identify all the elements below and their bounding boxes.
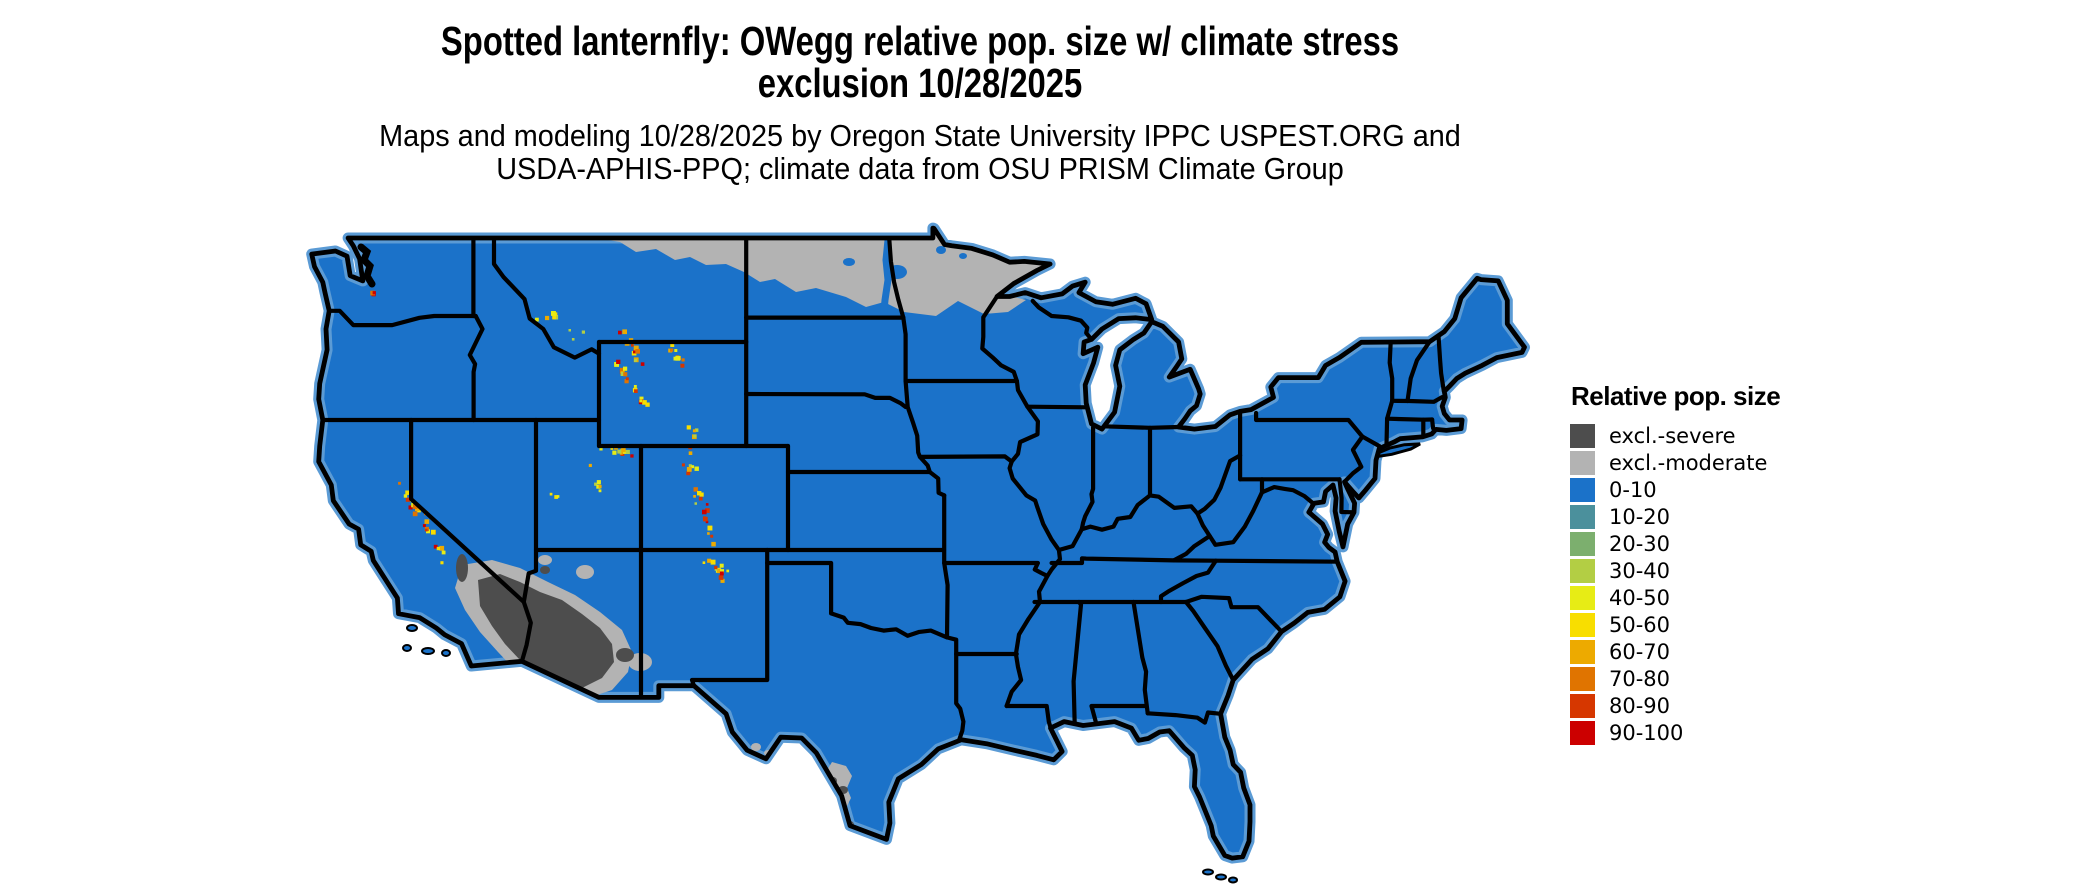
legend-item: 70-80 <box>1570 667 1870 691</box>
legend-swatch <box>1570 424 1595 448</box>
figure-title: Spotted lanternfly: OWegg relative pop. … <box>184 20 1656 104</box>
legend-item: 60-70 <box>1570 640 1870 664</box>
legend-rows: excl.-severe excl.-moderate 0-10 10-20 20-30… <box>1570 424 1870 745</box>
legend-label: 90-100 <box>1609 721 1684 745</box>
legend-item: 50-60 <box>1570 613 1870 637</box>
legend-item: excl.-moderate <box>1570 451 1870 475</box>
legend-label: 80-90 <box>1609 694 1671 718</box>
legend-item: 10-20 <box>1570 505 1870 529</box>
legend-label: 70-80 <box>1609 667 1671 691</box>
legend-title: Relative pop. size <box>1571 381 1781 411</box>
figure-subtitle-line2: USDA-APHIS-PPQ; climate data from OSU PR… <box>496 151 1344 186</box>
legend-swatch <box>1570 532 1595 556</box>
legend-item: 40-50 <box>1570 586 1870 610</box>
legend-item: 0-10 <box>1570 478 1870 502</box>
legend-label: 20-30 <box>1609 532 1671 556</box>
legend-swatch <box>1570 694 1595 718</box>
legend-swatch <box>1570 721 1595 745</box>
legend-label: 0-10 <box>1609 478 1657 502</box>
legend-label: 40-50 <box>1609 586 1671 610</box>
legend-item: 80-90 <box>1570 694 1870 718</box>
figure-subtitle-line1: Maps and modeling 10/28/2025 by Oregon S… <box>379 118 1461 153</box>
legend-label: excl.-severe <box>1609 424 1736 448</box>
legend-label: 50-60 <box>1609 613 1671 637</box>
legend-label: 60-70 <box>1609 640 1671 664</box>
figure-title-line2: exclusion 10/28/2025 <box>757 60 1083 106</box>
figure-subtitle: Maps and modeling 10/28/2025 by Oregon S… <box>64 119 1775 185</box>
legend-swatch <box>1570 640 1595 664</box>
legend-swatch <box>1570 586 1595 610</box>
legend-label: 30-40 <box>1609 559 1671 583</box>
legend-item: 90-100 <box>1570 721 1870 745</box>
legend-swatch <box>1570 613 1595 637</box>
figure-title-line1: Spotted lanternfly: OWegg relative pop. … <box>440 18 1400 64</box>
legend-swatch <box>1570 667 1595 691</box>
legend-swatch <box>1570 451 1595 475</box>
legend-item: 20-30 <box>1570 532 1870 556</box>
legend: Relative pop. size excl.-severe excl.-mod… <box>1570 381 1870 748</box>
legend-item: excl.-severe <box>1570 424 1870 448</box>
legend-item: 30-40 <box>1570 559 1870 583</box>
legend-swatch <box>1570 559 1595 583</box>
legend-swatch <box>1570 505 1595 529</box>
legend-label: 10-20 <box>1609 505 1671 529</box>
legend-swatch <box>1570 478 1595 502</box>
legend-label: excl.-moderate <box>1609 451 1768 475</box>
